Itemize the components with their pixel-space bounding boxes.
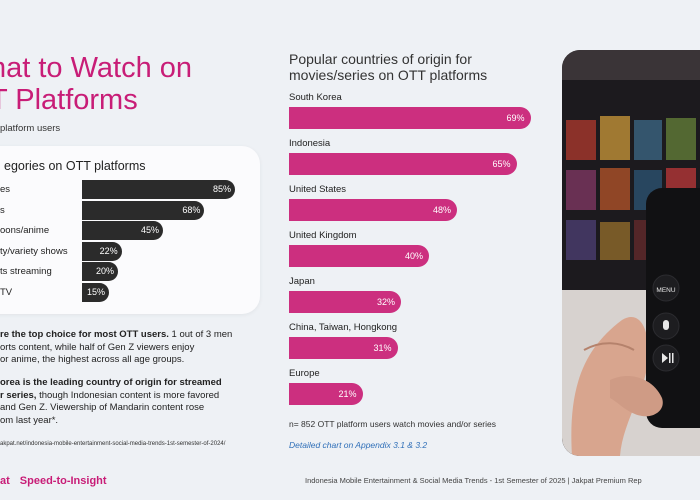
insight-1-line-3: or anime, the highest across all age gro… — [0, 354, 185, 365]
country-bar: 32% — [289, 291, 401, 313]
category-label: s — [0, 204, 5, 216]
countries-title-line-1: Popular countries of origin for — [289, 51, 472, 67]
insight-2-line-4: om last year*. — [0, 414, 59, 426]
country-label: United Kingdom — [289, 230, 357, 241]
source-link[interactable]: akpat.net/indonesia-mobile-entertainment… — [0, 441, 226, 447]
country-label: South Korea — [289, 92, 342, 103]
country-bar-value: 48% — [432, 205, 451, 215]
insight-1-line-2: orts content, while half of Gen Z viewer… — [0, 341, 195, 353]
category-bar-value: 15% — [86, 286, 105, 297]
category-bar-value: 68% — [182, 204, 201, 215]
category-bar-value: 20% — [95, 266, 114, 276]
country-label: Europe — [289, 368, 320, 379]
insight-1-rest: 1 out of 3 men — [168, 329, 233, 340]
brand-tagline: Speed-to-Insight — [19, 475, 107, 487]
category-bar: 20% — [82, 262, 118, 281]
country-bar-value: 65% — [492, 159, 511, 169]
category-bar-value: 45% — [140, 225, 159, 235]
countries-title-line-2: movies/series on OTT platforms — [289, 67, 488, 83]
category-label: ty/variety shows — [0, 245, 68, 257]
category-label: es — [0, 184, 11, 195]
category-bar: 68% — [82, 200, 205, 220]
category-bar: 45% — [82, 221, 163, 240]
brand-footer: at Speed-to-Insight — [0, 475, 107, 487]
country-bar-value: 32% — [376, 297, 395, 307]
category-label: TV — [0, 286, 13, 298]
country-label: Indonesia — [289, 138, 331, 149]
insight-2-bold-2: r series, — [0, 389, 37, 401]
page-subtitle: platform users — [0, 123, 61, 134]
insight-2-line-3: and Gen Z. Viewership of Mandarin conten… — [0, 402, 205, 413]
brand-name: at — [0, 475, 10, 487]
insight-2-rest: though Indonesian content is more favore… — [36, 389, 220, 401]
country-label: China, Taiwan, Hongkong — [289, 322, 398, 333]
category-bar: 15% — [82, 282, 109, 302]
page-title: hat to Watch on T Platforms — [0, 52, 192, 116]
category-bar-value: 85% — [212, 184, 231, 194]
country-bar-value: 69% — [506, 113, 525, 123]
category-bar-value: 22% — [99, 245, 118, 256]
category-label: ts streaming — [0, 266, 52, 277]
tv-remote-illustration: MENU — [562, 50, 700, 456]
countries-chart-title: Popular countries of origin for movies/s… — [289, 51, 487, 83]
footer-text: Indonesia Mobile Entertainment & Social … — [305, 476, 642, 485]
country-bar-value: 40% — [404, 251, 423, 261]
country-bar: 69% — [289, 107, 531, 129]
country-bar: 21% — [289, 383, 363, 405]
insight-paragraph-2: orea is the leading country of origin fo… — [0, 377, 262, 427]
category-label: oons/anime — [0, 225, 50, 236]
tv-remote-photo: MENU — [562, 50, 700, 456]
menu-button-label: MENU — [656, 287, 675, 294]
country-bar-value: 31% — [373, 343, 392, 353]
country-bar-value: 21% — [338, 389, 357, 399]
sample-note: n= 852 OTT platform users watch movies a… — [289, 419, 497, 429]
title-line-2: T Platforms — [0, 84, 138, 116]
country-bar: 31% — [289, 337, 398, 359]
appendix-link[interactable]: Detailed chart on Appendix 3.1 & 3.2 — [289, 440, 428, 450]
insight-paragraph-1: re the top choice for most OTT users. 1 … — [0, 329, 262, 367]
insight-2-bold-1: orea is the leading country of origin fo… — [0, 377, 222, 388]
country-label: Japan — [289, 276, 315, 287]
title-line-1: hat to Watch on — [0, 52, 193, 84]
category-bar: 85% — [82, 180, 235, 199]
country-label: United States — [289, 184, 347, 195]
country-bar: 40% — [289, 245, 429, 267]
country-bar: 65% — [289, 153, 517, 175]
insight-1-bold: re the top choice for most OTT users. — [0, 329, 169, 340]
country-bar: 48% — [289, 199, 457, 221]
categories-card-title: egories on OTT platforms — [4, 159, 146, 173]
category-bar: 22% — [82, 241, 122, 261]
